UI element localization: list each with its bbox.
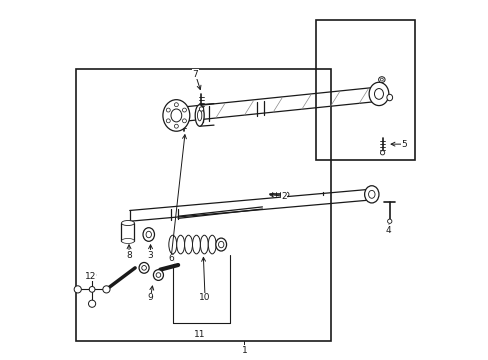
Ellipse shape (163, 100, 189, 131)
Text: 5: 5 (400, 140, 406, 149)
Ellipse shape (139, 262, 149, 273)
Ellipse shape (374, 89, 383, 99)
Text: 2: 2 (281, 192, 286, 201)
Ellipse shape (171, 109, 182, 122)
Ellipse shape (364, 186, 378, 203)
Ellipse shape (378, 77, 384, 82)
Text: 7: 7 (192, 70, 198, 79)
Ellipse shape (142, 228, 154, 241)
Text: 8: 8 (126, 251, 132, 260)
Ellipse shape (88, 271, 96, 279)
Ellipse shape (386, 94, 392, 101)
Ellipse shape (284, 192, 288, 197)
Ellipse shape (74, 286, 81, 293)
Ellipse shape (368, 82, 388, 105)
Ellipse shape (89, 287, 95, 292)
Text: 10: 10 (199, 293, 210, 302)
Ellipse shape (368, 190, 374, 198)
Ellipse shape (199, 107, 203, 111)
Ellipse shape (102, 286, 110, 293)
Ellipse shape (176, 235, 184, 254)
Ellipse shape (197, 110, 202, 121)
Ellipse shape (208, 235, 216, 254)
Ellipse shape (166, 119, 170, 123)
Ellipse shape (88, 300, 96, 307)
Text: 12: 12 (84, 271, 96, 280)
Ellipse shape (166, 108, 170, 112)
Bar (121, 223, 134, 241)
Ellipse shape (387, 219, 391, 224)
Ellipse shape (182, 108, 186, 112)
Ellipse shape (156, 273, 161, 277)
Ellipse shape (168, 235, 176, 254)
Ellipse shape (200, 235, 208, 254)
Ellipse shape (218, 241, 224, 248)
Ellipse shape (174, 124, 178, 128)
Text: 6: 6 (168, 255, 174, 264)
Ellipse shape (142, 266, 146, 270)
Text: 11: 11 (194, 330, 205, 339)
Ellipse shape (174, 103, 178, 107)
Text: 1: 1 (241, 346, 247, 355)
Ellipse shape (380, 78, 383, 81)
Text: 3: 3 (147, 251, 153, 260)
Ellipse shape (380, 150, 384, 155)
Ellipse shape (184, 235, 192, 254)
Ellipse shape (153, 270, 163, 280)
Ellipse shape (146, 231, 151, 238)
Bar (316, 21, 414, 160)
Ellipse shape (121, 221, 134, 226)
Ellipse shape (195, 105, 203, 126)
Ellipse shape (192, 235, 200, 254)
Ellipse shape (182, 119, 186, 123)
Bar (76, 69, 330, 341)
Ellipse shape (215, 238, 226, 251)
Text: 4: 4 (385, 226, 390, 235)
Ellipse shape (121, 238, 134, 243)
Text: 9: 9 (147, 293, 153, 302)
